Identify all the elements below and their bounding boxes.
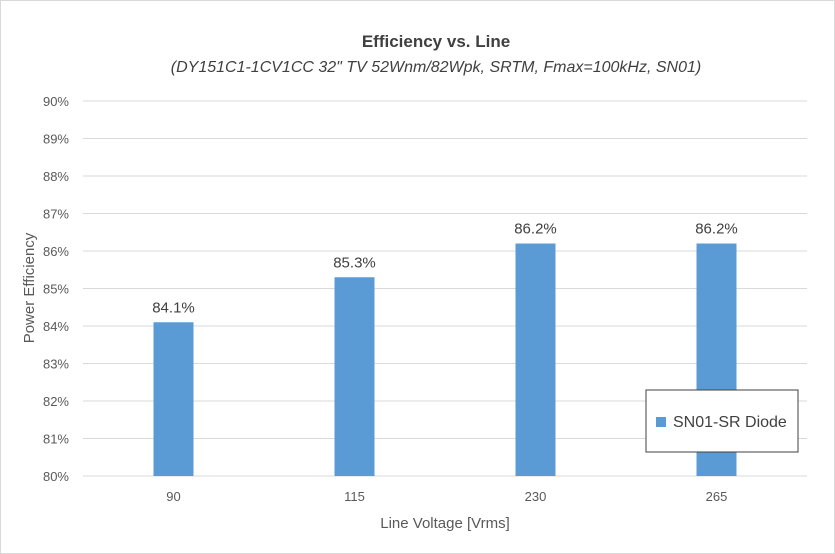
y-tick-label: 86% [43,244,69,259]
gridlines [83,100,807,477]
data-label: 86.2% [695,221,738,238]
y-axis-title: Power Efficiency [21,232,38,343]
x-tick-label: 90 [166,489,180,504]
legend: SN01-SR Diode [645,389,799,453]
y-tick-label: 84% [43,319,69,334]
legend-label: SN01-SR Diode [673,414,787,431]
data-label: 85.3% [333,254,376,271]
y-tick-label: 88% [43,169,69,184]
y-tick-label: 83% [43,357,69,372]
x-axis-ticks: 90 115 230 265 [166,489,727,504]
y-tick-label: 87% [43,207,69,222]
x-tick-label: 230 [525,489,547,504]
x-tick-label: 115 [344,489,365,504]
y-tick-label: 89% [43,132,69,147]
y-tick-label: 81% [43,432,69,447]
x-axis-title: Line Voltage [Vrms] [380,515,510,532]
data-labels: 84.1% 85.3% 86.2% 86.2% [152,221,738,317]
y-axis-ticks: 80% 81% 82% 83% 84% 85% 86% 87% 88% 89% 90% [43,94,69,484]
data-label: 86.2% [514,221,557,238]
y-tick-label: 80% [43,469,69,484]
x-tick-label: 265 [706,489,728,504]
data-label: 84.1% [152,299,195,316]
bar [515,243,556,476]
y-tick-label: 82% [43,394,69,409]
y-tick-label: 90% [43,94,69,109]
chart-subtitle: (DY151C1-1CV1CC 32" TV 52Wnm/82Wpk, SRTM… [171,59,701,76]
legend-swatch [656,417,666,427]
bar [153,322,194,476]
bar [334,277,375,476]
legend-box [645,389,799,453]
y-tick-label: 85% [43,282,69,297]
chart-title: Efficiency vs. Line [362,32,510,51]
